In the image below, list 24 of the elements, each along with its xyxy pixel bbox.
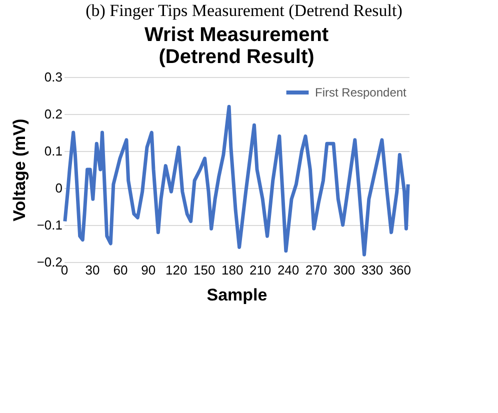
x-tick-label: 180	[221, 262, 244, 278]
x-tick-label: 90	[141, 262, 156, 278]
x-tick-label: 60	[113, 262, 128, 278]
x-tick-label: 270	[305, 262, 328, 278]
y-tick-label: 0.1	[44, 144, 62, 158]
x-tick-label: 150	[194, 262, 216, 278]
legend-label: First Respondent	[315, 86, 408, 100]
x-tick-label: 30	[85, 262, 100, 278]
y-tick-label: 0.2	[44, 106, 62, 122]
y-tick-label: 0.3	[44, 70, 62, 84]
x-tick-label: 240	[277, 262, 300, 278]
y-tick-label: −0.2	[36, 254, 62, 270]
y-tick-label: −0.1	[36, 218, 62, 232]
text: (b) Finger Tips Measurement (Detrend Result)	[86, 1, 402, 20]
x-tick-label: 120	[166, 262, 188, 278]
y-axis-title: Voltage (mV)	[10, 118, 29, 222]
x-tick-label: 210	[249, 262, 272, 278]
y-tick-label: 0	[55, 180, 62, 196]
x-axis-title: Sample	[206, 286, 268, 304]
x-tick-label: 360	[389, 262, 412, 278]
line-series	[63, 104, 410, 256]
x-tick-label: 300	[333, 262, 356, 278]
chart-title: Wrist Measurement (Detrend Result)	[144, 24, 329, 68]
x-tick-label: 330	[361, 262, 384, 278]
